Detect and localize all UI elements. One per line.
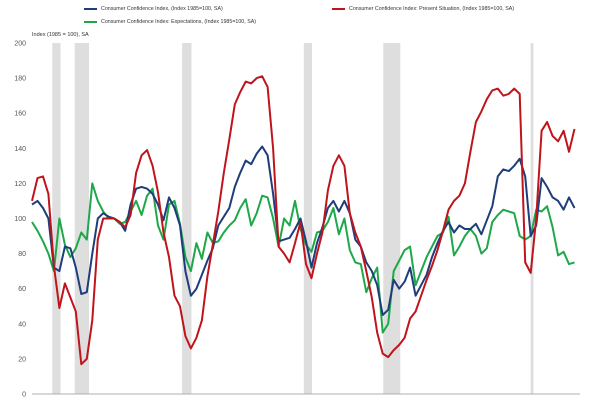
legend-label: Consumer Confidence Index: Expectations,… — [101, 19, 257, 25]
y-tick-label: 60 — [18, 286, 26, 293]
legend-item-expectations: Consumer Confidence Index: Expectations,… — [84, 19, 256, 25]
series-line — [31, 145, 576, 316]
y-tick-label: 20 — [18, 356, 26, 363]
legend-item-cci: Consumer Confidence Index, (Index 1985=1… — [84, 6, 223, 12]
recession-band — [74, 43, 89, 394]
recession-bands — [52, 43, 534, 394]
recession-band — [182, 43, 192, 394]
legend-swatch — [84, 8, 97, 10]
recession-band — [530, 43, 534, 394]
recession-band — [52, 43, 61, 394]
legend-swatch — [332, 8, 345, 10]
recession-band — [383, 43, 401, 394]
legend-label: Consumer Confidence Index, (Index 1985=1… — [101, 6, 223, 12]
legend-swatch — [84, 21, 97, 23]
series-line — [31, 75, 576, 366]
y-tick-label: 200 — [14, 41, 26, 48]
y-tick-label: 180 — [14, 76, 26, 83]
y-tick-label: 40 — [18, 321, 26, 328]
legend: Consumer Confidence Index, (Index 1985=1… — [0, 0, 600, 40]
y-tick-label: 140 — [14, 146, 26, 153]
legend-label: Consumer Confidence Index: Present Situa… — [349, 6, 515, 12]
y-tick-label: 120 — [14, 181, 26, 188]
series-lines — [31, 75, 576, 366]
y-tick-label: 0 — [22, 392, 26, 399]
y-tick-label: 80 — [18, 251, 26, 258]
y-tick-label: 100 — [14, 216, 26, 223]
legend-item-present-situation: Consumer Confidence Index: Present Situa… — [332, 6, 514, 12]
y-tick-label: 160 — [14, 111, 26, 118]
y-axis-unit-label: Index (1985 = 100), SA — [32, 32, 89, 38]
y-axis: 0 20 40 60 80 100 120 140 160 180 200 — [14, 41, 26, 399]
recession-band — [303, 43, 313, 394]
